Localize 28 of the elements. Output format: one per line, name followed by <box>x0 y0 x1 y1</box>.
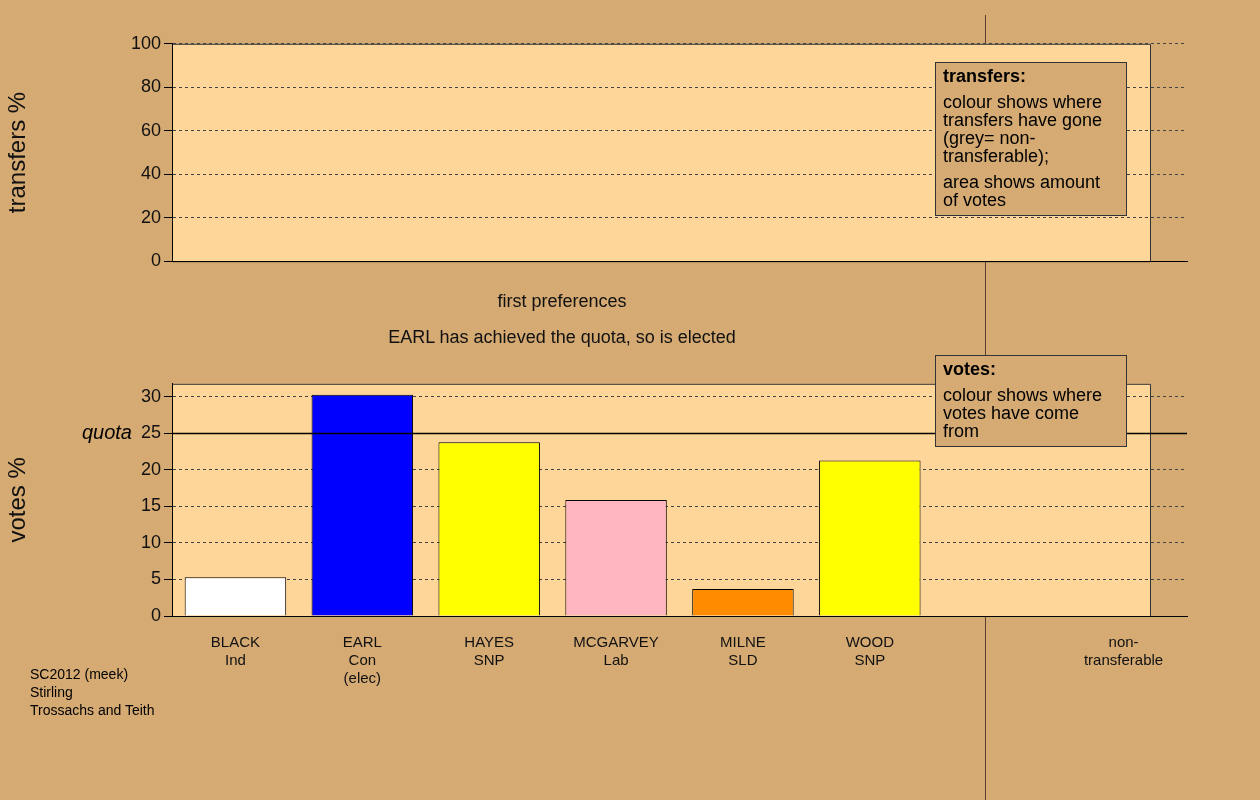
y-tick-label: 0 <box>150 250 161 271</box>
text: SC2012 (meek) Stirling Trossachs and Teith <box>30 665 155 719</box>
y-tick-label: 80 <box>140 76 161 97</box>
y-tick-label: 100 <box>130 32 161 53</box>
x-tick-label: BLACK Ind <box>210 633 261 669</box>
x-tick-label: WOOD SNP <box>845 633 895 669</box>
x-tick-label: EARL Con (elec) <box>342 633 382 687</box>
x-tick-label: MCGARVEY Lab <box>573 633 659 669</box>
annotation: transfers: colour shows where transfers have gone (grey= non-transferable); area shows amount of votes <box>943 66 1104 210</box>
y-tick-label: 40 <box>140 163 161 184</box>
y-tick-label: 0 <box>150 604 161 625</box>
x-tick-label: MILNE SLD <box>720 633 766 669</box>
y-tick-label: 5 <box>150 568 161 589</box>
y-tick-label: 25 <box>140 422 161 443</box>
y-tick-label: 20 <box>140 458 161 479</box>
y-tick-label: 20 <box>140 206 161 227</box>
ref-line-label: quota <box>81 421 132 444</box>
y-tick-label: 60 <box>140 119 161 140</box>
chart-subtitle: EARL has achieved the quota, so is elected <box>387 327 737 348</box>
y-tick-label: 10 <box>140 531 161 552</box>
y-tick-label: 15 <box>140 495 161 516</box>
y-axis-title: transfers % <box>3 91 31 214</box>
x-tick-label: non- transferable <box>1083 633 1164 669</box>
x-tick-label: HAYES SNP <box>464 633 515 669</box>
y-tick-label: 30 <box>140 385 161 406</box>
annotation: votes: colour shows where votes have come from <box>943 359 1104 441</box>
chart-title: first preferences <box>496 291 628 312</box>
y-axis-title: votes % <box>3 457 31 543</box>
